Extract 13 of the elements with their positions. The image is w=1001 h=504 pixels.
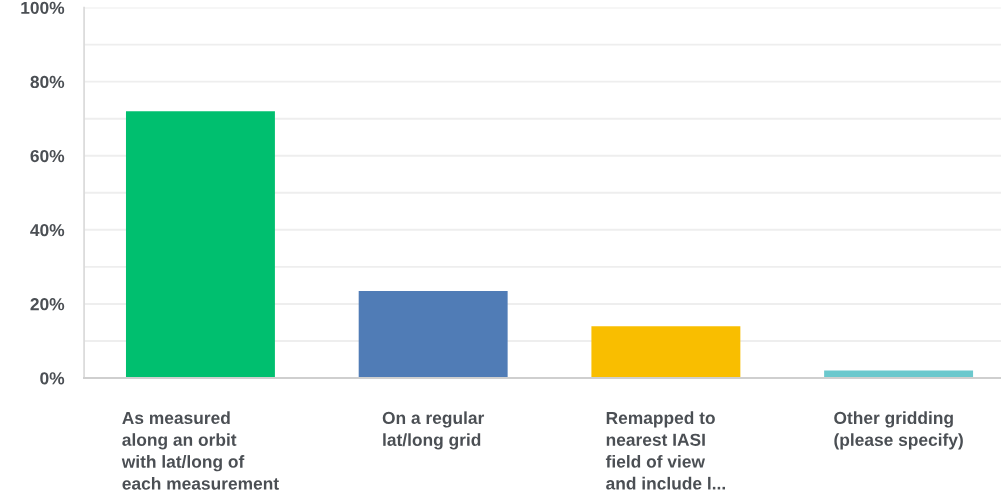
x-tick-label: As measured along an orbit with lat/long of each measurement	[121, 411, 279, 490]
x-tick-label: On a regular lat/long grid	[382, 411, 485, 450]
x-tick-label: Other gridding (please specify)	[834, 411, 963, 450]
x-tick-label: Remapped to nearest IASI field of view and include l...	[605, 411, 725, 490]
y-tick-label: 40%	[30, 223, 65, 237]
bar	[591, 326, 741, 378]
y-tick-label: 20%	[30, 298, 65, 311]
bar	[358, 290, 508, 378]
y-tick-label: 100%	[21, 1, 65, 15]
bar	[125, 111, 275, 378]
y-tick-label: 60%	[30, 149, 65, 163]
y-tick-label: 80%	[30, 75, 65, 89]
y-tick-label: 0%	[40, 372, 65, 385]
